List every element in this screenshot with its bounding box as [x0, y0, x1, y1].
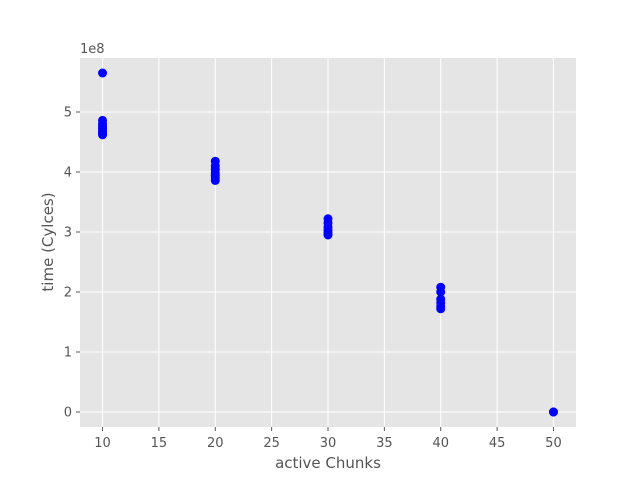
x-tick-label: 25 [263, 436, 280, 451]
x-axis-label: active Chunks [275, 454, 381, 472]
y-tick-label: 3 [64, 226, 72, 241]
y-tick-label: 1 [64, 346, 72, 361]
data-points [98, 68, 558, 417]
x-tick-labels: 10 15 20 25 30 35 40 45 50 [94, 427, 562, 451]
y-tick-label: 5 [64, 106, 72, 121]
x-tick-label: 40 [432, 436, 449, 451]
data-point [210, 175, 220, 185]
x-tick-label: 10 [94, 436, 111, 451]
data-point [323, 230, 333, 240]
x-tick-label: 20 [207, 436, 224, 451]
y-tick-label: 2 [64, 286, 72, 301]
x-tick-label: 15 [151, 436, 168, 451]
data-point [436, 304, 446, 314]
y-offset-label: 1e8 [80, 42, 105, 57]
x-tick-label: 45 [489, 436, 506, 451]
y-tick-labels: 0 1 2 3 4 5 [64, 106, 80, 421]
x-tick-label: 30 [320, 436, 337, 451]
data-point [548, 407, 558, 417]
x-tick-label: 35 [376, 436, 393, 451]
y-tick-label: 4 [64, 166, 72, 181]
data-point [436, 287, 446, 297]
data-point [98, 68, 108, 78]
data-point [98, 130, 108, 140]
grid-lines [80, 58, 576, 427]
y-tick-label: 0 [64, 406, 72, 421]
x-tick-label: 50 [545, 436, 562, 451]
y-axis-label: time (Cylces) [39, 192, 57, 291]
